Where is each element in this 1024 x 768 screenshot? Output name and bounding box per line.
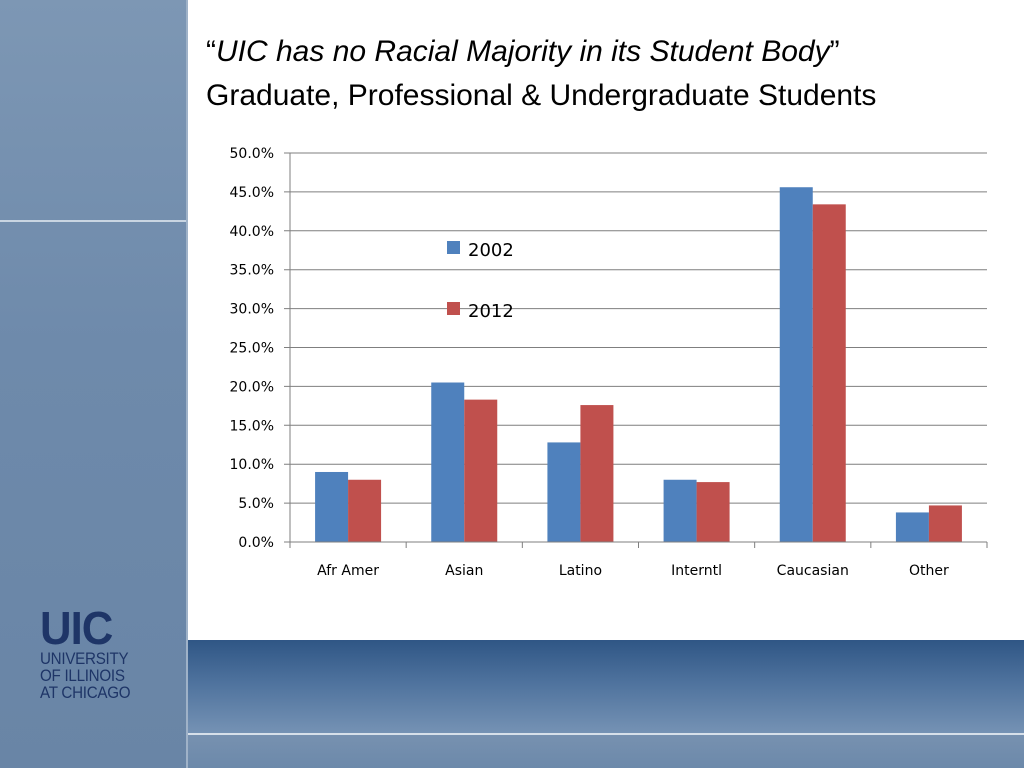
x-axis-ticks: Afr Amer Asian Latino Interntl Caucasian Othe… bbox=[317, 563, 949, 579]
sidebar-panel: UIC UNIVERSITY OF ILLINOIS AT CHICAGO bbox=[0, 0, 186, 768]
y-tick-label-2: 10.0% bbox=[230, 457, 274, 473]
title-line-1: “UIC has no Racial Majority in its Stude… bbox=[206, 30, 1016, 74]
legend-swatch-2012 bbox=[447, 302, 460, 315]
x-tick-label-latino: Latino bbox=[559, 563, 602, 579]
bar-2012-asian bbox=[464, 399, 498, 542]
bar-2002-asian bbox=[431, 382, 465, 542]
footer-band bbox=[188, 640, 1024, 733]
y-tick-label-7: 35.0% bbox=[230, 263, 274, 279]
bar-2012-interntl bbox=[696, 482, 730, 542]
bar-2002-interntl bbox=[663, 479, 697, 542]
logo-line-1: UNIVERSITY bbox=[40, 650, 129, 668]
y-tick-label-9: 45.0% bbox=[230, 185, 274, 201]
logo-line-3: AT CHICAGO bbox=[40, 684, 131, 702]
y-tick-label-1: 5.0% bbox=[238, 496, 274, 512]
title-quote-close: ” bbox=[829, 35, 840, 68]
title-italic: UIC has no Racial Majority in its Studen… bbox=[216, 35, 830, 68]
gridlines bbox=[284, 152, 987, 543]
bar-2002-afr-amer bbox=[315, 471, 349, 542]
bar-chart: 0.0% 5.0% 10.0% 15.0% 20.0% 25.0% 30.0% 35.0% 40… bbox=[230, 146, 988, 579]
x-tick-label-caucasian: Caucasian bbox=[777, 563, 849, 579]
legend-swatch-2002 bbox=[447, 241, 460, 254]
x-axis bbox=[289, 153, 988, 548]
y-tick-label-6: 30.0% bbox=[230, 302, 274, 318]
title-line-2: Graduate, Professional & Undergraduate S… bbox=[206, 79, 877, 112]
legend-label-2002: 2002 bbox=[468, 240, 514, 261]
bar-2002-caucasian bbox=[779, 187, 813, 542]
logo-mark: UIC bbox=[40, 602, 113, 654]
y-tick-label-10: 50.0% bbox=[230, 146, 274, 162]
y-tick-label-8: 40.0% bbox=[230, 224, 274, 240]
bar-2002-other bbox=[895, 512, 929, 542]
x-tick-label-asian: Asian bbox=[445, 563, 483, 579]
x-tick-label-afr-amer: Afr Amer bbox=[317, 563, 379, 579]
y-tick-label-0: 0.0% bbox=[238, 535, 274, 551]
sidebar-edge bbox=[186, 0, 188, 768]
slide-title: “UIC has no Racial Majority in its Stude… bbox=[206, 30, 1016, 118]
bars bbox=[315, 187, 962, 542]
bar-2012-caucasian bbox=[812, 204, 846, 542]
sidebar-divider bbox=[0, 220, 186, 222]
y-tick-label-4: 20.0% bbox=[230, 379, 274, 395]
y-tick-label-3: 15.0% bbox=[230, 418, 274, 434]
bar-2012-latino bbox=[580, 405, 614, 542]
legend-label-2012: 2012 bbox=[468, 301, 514, 322]
bar-2002-latino bbox=[547, 442, 581, 542]
footer-lower-band bbox=[188, 735, 1024, 768]
y-axis-ticks: 0.0% 5.0% 10.0% 15.0% 20.0% 25.0% 30.0% 35.0% 40… bbox=[230, 146, 274, 551]
y-tick-label-5: 25.0% bbox=[230, 341, 274, 357]
x-tick-label-other: Other bbox=[909, 563, 949, 579]
footer-divider bbox=[188, 733, 1024, 735]
title-quote-open: “ bbox=[206, 35, 216, 68]
bar-2012-afr-amer bbox=[348, 479, 382, 542]
bar-2012-other bbox=[928, 505, 962, 542]
legend: 2002 2012 bbox=[447, 240, 514, 322]
logo-line-2: OF ILLINOIS bbox=[40, 667, 125, 685]
x-tick-label-interntl: Interntl bbox=[671, 563, 722, 579]
uic-logo: UIC UNIVERSITY OF ILLINOIS AT CHICAGO bbox=[40, 605, 170, 702]
